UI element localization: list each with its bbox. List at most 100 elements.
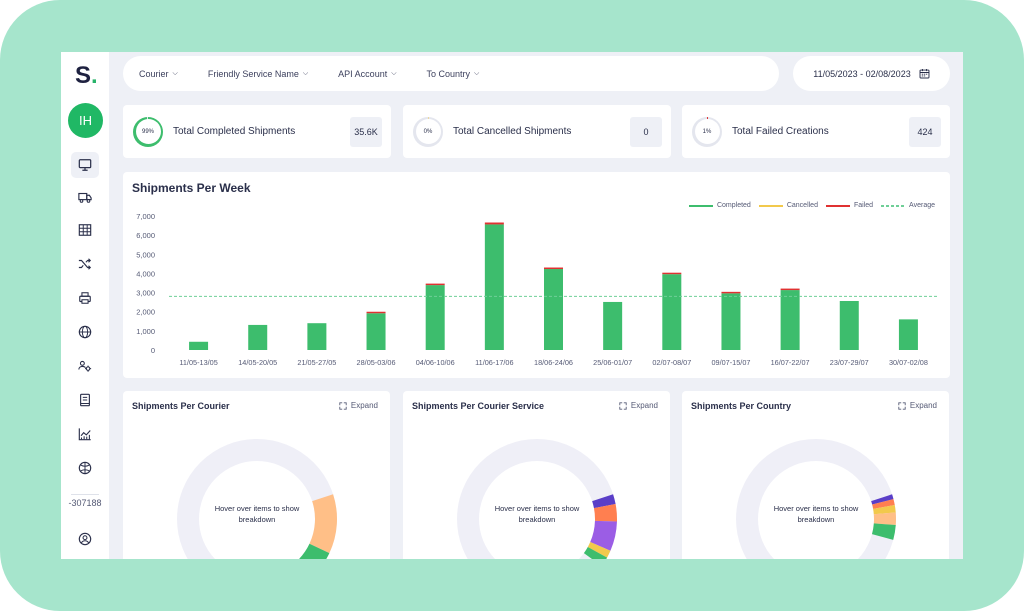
- shuffle-icon[interactable]: [71, 251, 99, 277]
- avatar[interactable]: IH: [68, 103, 103, 138]
- x-tick-label: 09/07-15/07: [711, 358, 750, 367]
- shipments-per-week-chart: 0 1,000 2,000 3,000 4,000 5,000 6,000 7,000 11/0…: [136, 212, 938, 367]
- table-icon[interactable]: [71, 217, 99, 243]
- x-tick-label: 11/06-17/06: [475, 358, 513, 367]
- date-range-picker[interactable]: 11/05/2023 - 02/08/2023: [793, 56, 950, 91]
- y-tick-label: 4,000: [136, 269, 155, 278]
- stat-card-cancelled: 0% Total Cancelled Shipments 0: [403, 105, 671, 158]
- bar-failed: [544, 267, 563, 270]
- truck-icon[interactable]: [71, 184, 99, 210]
- donut-hint: Hover over items to show breakdown: [494, 504, 580, 524]
- legend-completed[interactable]: Completed: [688, 202, 751, 209]
- expand-button[interactable]: Expand: [619, 401, 658, 410]
- chart-legend: Completed Cancelled Failed Average: [681, 202, 935, 209]
- filter-bar: Courier ⌵ Friendly Service Name ⌵ API Acco…: [123, 56, 779, 91]
- book-icon[interactable]: [71, 387, 99, 413]
- users-settings-icon[interactable]: [71, 353, 99, 379]
- stat-value: 35.6K: [350, 116, 382, 147]
- expand-button[interactable]: Expand: [339, 401, 378, 410]
- logo[interactable]: S.: [75, 62, 98, 89]
- expand-icon: [898, 401, 906, 410]
- bar-completed: [366, 313, 386, 350]
- x-tick-label: 11/05-13/05: [179, 358, 217, 367]
- x-tick-label: 04/06-10/06: [416, 358, 455, 367]
- bar-completed: [898, 319, 918, 350]
- y-tick-label: 0: [151, 346, 155, 355]
- bar-completed: [603, 301, 623, 350]
- legend-failed[interactable]: Failed: [825, 202, 873, 209]
- globe-icon[interactable]: [71, 319, 99, 345]
- chart-line-icon[interactable]: [71, 421, 99, 447]
- y-tick-label: 7,000: [136, 212, 155, 221]
- x-tick-label: 14/05-20/05: [238, 358, 277, 367]
- stat-value: 0: [630, 116, 662, 147]
- shipments-per-week-card: 0 1,000 2,000 3,000 4,000 5,000 6,000 7,000 11/0…: [123, 172, 950, 378]
- bar-failed: [780, 288, 800, 291]
- x-tick-label: 30/07-02/08: [889, 358, 928, 367]
- y-tick-label: 2,000: [136, 308, 155, 317]
- donut-segment[interactable]: [170, 432, 344, 559]
- donut-hint: Hover over items to show breakdown: [773, 504, 859, 524]
- donut-hint: Hover over items to show breakdown: [214, 504, 300, 524]
- chevron-down-icon: ⌵: [391, 69, 397, 77]
- courier-service-donut-chart[interactable]: [403, 391, 670, 559]
- filter-friendly-service-name[interactable]: Friendly Service Name ⌵: [207, 68, 309, 79]
- bar-failed: [366, 311, 386, 314]
- balance-counter: -307188: [68, 498, 102, 508]
- x-tick-label: 28/05-03/06: [357, 358, 396, 367]
- chevron-down-icon: ⌵: [474, 69, 480, 77]
- failed-progress-ring: 1%: [692, 116, 722, 147]
- bar-completed: [484, 224, 504, 350]
- country-donut-chart[interactable]: [682, 391, 949, 559]
- legend-average[interactable]: Average: [881, 202, 935, 209]
- bar-completed: [721, 293, 741, 350]
- bar-completed: [248, 324, 268, 350]
- chevron-down-icon: ⌵: [172, 69, 178, 77]
- x-tick-label: 23/07-29/07: [830, 358, 869, 367]
- x-tick-label: 18/06-24/06: [534, 358, 573, 367]
- filter-courier[interactable]: Courier ⌵: [139, 68, 178, 79]
- stat-label: Total Cancelled Shipments: [453, 126, 572, 137]
- bar-completed: [425, 285, 445, 350]
- monitor-icon[interactable]: [71, 152, 99, 178]
- sidebar: S. IH: [61, 52, 109, 559]
- bar-completed: [780, 290, 800, 350]
- donut-segment[interactable]: [450, 432, 624, 559]
- chart-title: Shipments Per Week: [132, 181, 251, 195]
- sidebar-divider: [71, 494, 99, 495]
- expand-icon: [339, 401, 347, 410]
- panel-title: Shipments Per Courier Service: [412, 401, 545, 411]
- shipments-per-courier-service-card: Shipments Per Courier Service Expand Hov…: [403, 391, 670, 559]
- network-icon[interactable]: [71, 455, 99, 481]
- legend-cancelled[interactable]: Cancelled: [758, 202, 818, 209]
- y-tick-label: 1,000: [136, 327, 155, 336]
- shipments-per-courier-card: Shipments Per Courier Expand Hover over …: [123, 391, 390, 559]
- stat-card-failed: 1% Total Failed Creations 424: [682, 105, 950, 158]
- x-tick-label: 16/07-22/07: [771, 358, 810, 367]
- filter-to-country[interactable]: To Country ⌵: [426, 68, 480, 79]
- panel-title: Shipments Per Courier: [132, 401, 230, 411]
- bar-failed: [484, 222, 504, 225]
- expand-icon: [619, 401, 627, 410]
- x-tick-label: 21/05-27/05: [297, 358, 336, 367]
- bar-completed: [662, 274, 682, 350]
- date-range-text: 11/05/2023 - 02/08/2023: [813, 68, 911, 79]
- expand-button[interactable]: Expand: [898, 401, 937, 410]
- cancelled-progress-ring: 0%: [413, 116, 443, 147]
- calendar-icon: [919, 69, 930, 79]
- dashboard-screen: S. IH: [61, 52, 963, 559]
- panel-title: Shipments Per Country: [691, 401, 792, 411]
- print-icon[interactable]: [71, 285, 99, 311]
- stat-card-completed: 99% Total Completed Shipments 35.6K: [123, 105, 391, 158]
- bar-completed: [839, 300, 859, 350]
- bar-completed: [307, 323, 327, 350]
- courier-donut-chart[interactable]: [123, 391, 390, 559]
- stat-label: Total Failed Creations: [732, 126, 829, 137]
- shipments-per-country-card: Shipments Per Country Expand Hover over …: [682, 391, 949, 559]
- donut-segment[interactable]: [729, 432, 903, 559]
- x-tick-label: 25/06-01/07: [593, 358, 632, 367]
- chevron-down-icon: ⌵: [302, 69, 309, 77]
- filter-api-account[interactable]: API Account ⌵: [338, 68, 397, 79]
- user-circle-icon[interactable]: [71, 526, 99, 552]
